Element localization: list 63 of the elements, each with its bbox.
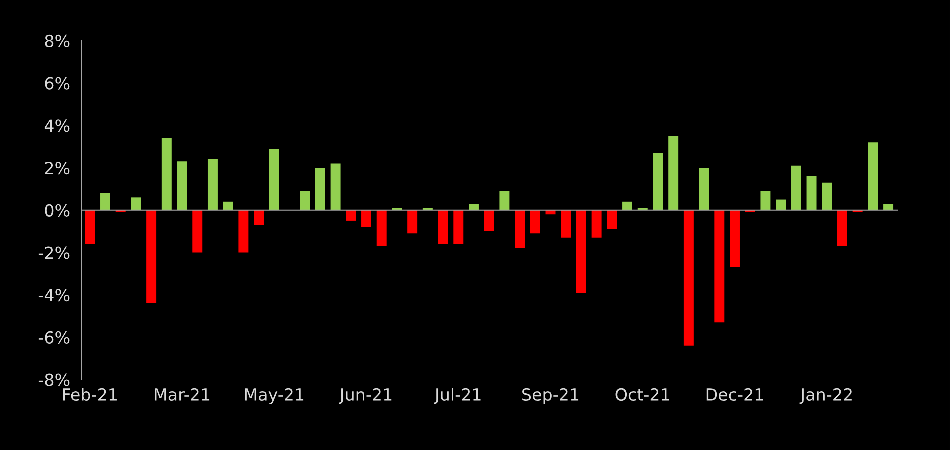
bar	[223, 202, 234, 210]
bar	[653, 153, 664, 210]
bar	[699, 168, 710, 210]
bar	[760, 191, 771, 210]
bar	[238, 210, 249, 253]
x-tick-label: Jul-21	[434, 388, 481, 404]
y-tick-label: -8%	[38, 374, 70, 386]
bar	[868, 142, 878, 210]
bar	[622, 202, 633, 210]
bar	[346, 210, 356, 221]
y-tick-label: -4%	[38, 289, 70, 302]
bar	[822, 182, 832, 210]
y-tick-label: 0%	[45, 204, 70, 217]
x-tick-label: Jun-21	[339, 388, 392, 404]
bar	[254, 210, 264, 226]
y-tick-label: 4%	[44, 120, 70, 132]
bar	[607, 210, 618, 230]
x-tick-label: Feb-21	[63, 388, 117, 402]
bar	[730, 210, 740, 268]
x-tick-label: Oct-21	[616, 388, 670, 402]
bar	[376, 210, 387, 246]
bar	[408, 210, 418, 234]
bar	[714, 210, 725, 323]
x-tick-label: Mar-21	[155, 388, 210, 402]
y-tick-label: 6%	[45, 77, 70, 90]
y-tick-label: -6%	[38, 331, 70, 344]
bar	[837, 210, 848, 246]
bar	[530, 210, 540, 234]
bar	[884, 204, 894, 210]
bar	[177, 162, 188, 210]
bar	[484, 210, 494, 232]
y-tick-label: -2%	[38, 246, 70, 260]
x-tick-label: Jan-22	[800, 388, 852, 404]
bar	[776, 200, 786, 210]
bar	[208, 160, 218, 210]
bar	[515, 210, 526, 248]
bar	[438, 210, 448, 244]
x-tick-label: Sep-21	[522, 388, 579, 404]
bar	[806, 176, 817, 210]
bar	[454, 210, 464, 244]
bar	[131, 198, 142, 210]
bar	[85, 210, 96, 244]
bar	[592, 210, 602, 238]
y-tick-label: 2%	[45, 162, 70, 175]
bar	[100, 193, 110, 210]
x-tick-label: Dec-21	[706, 388, 764, 402]
bar	[468, 204, 479, 210]
bar	[300, 191, 310, 210]
x-tick-label: May-21	[245, 388, 304, 404]
bar	[315, 168, 326, 210]
bar	[684, 210, 694, 346]
y-tick-label: 8%	[45, 34, 70, 48]
bar	[192, 210, 203, 253]
bar	[330, 164, 341, 210]
bar	[791, 166, 802, 210]
bar	[162, 138, 172, 210]
bar	[561, 210, 572, 238]
bar	[269, 148, 280, 210]
bar	[146, 210, 157, 304]
bar	[576, 210, 586, 293]
bar	[668, 136, 679, 210]
bar	[500, 191, 510, 210]
bar	[362, 210, 372, 228]
